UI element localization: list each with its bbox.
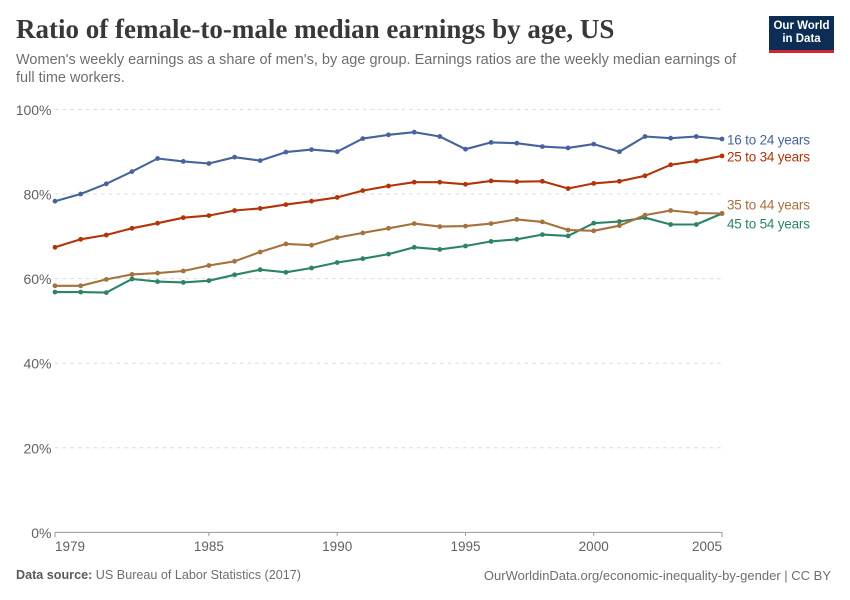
svg-text:0%: 0% xyxy=(31,525,51,541)
svg-text:60%: 60% xyxy=(23,271,51,287)
svg-text:1979: 1979 xyxy=(55,539,85,554)
svg-text:1995: 1995 xyxy=(450,539,480,554)
svg-text:2005: 2005 xyxy=(692,539,722,554)
svg-text:1990: 1990 xyxy=(322,539,352,554)
svg-text:100%: 100% xyxy=(16,102,52,118)
svg-text:40%: 40% xyxy=(23,356,51,372)
svg-text:2000: 2000 xyxy=(579,539,609,554)
svg-text:35 to 44 years: 35 to 44 years xyxy=(727,198,810,213)
svg-text:80%: 80% xyxy=(23,187,51,203)
svg-text:45 to 54 years: 45 to 54 years xyxy=(727,217,810,232)
svg-text:25 to 34 years: 25 to 34 years xyxy=(727,150,810,165)
svg-text:20%: 20% xyxy=(23,440,51,456)
svg-text:1985: 1985 xyxy=(194,539,224,554)
svg-text:16 to 24 years: 16 to 24 years xyxy=(727,133,810,148)
